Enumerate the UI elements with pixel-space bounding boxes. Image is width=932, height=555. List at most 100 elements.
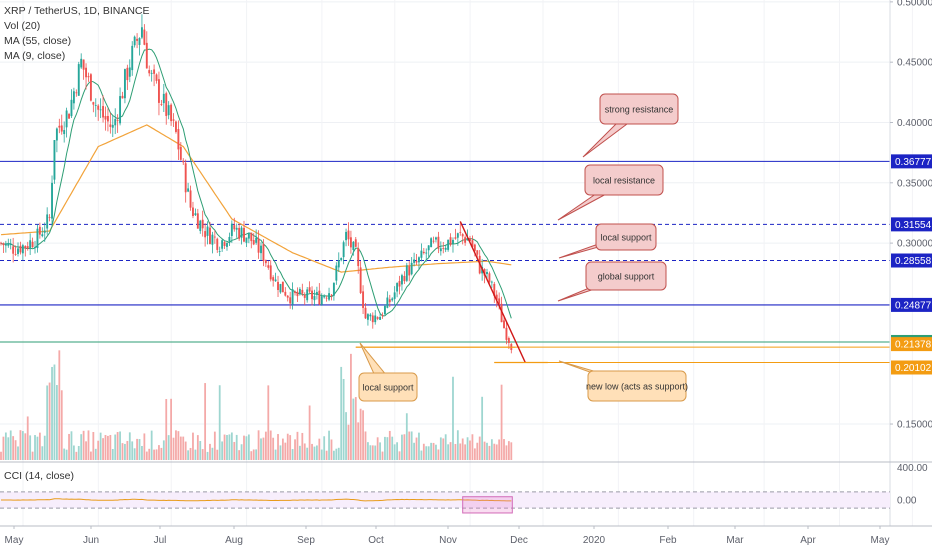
candle-body	[449, 237, 452, 245]
candle-body	[498, 298, 501, 304]
candle-body	[391, 298, 394, 301]
volume-bar	[303, 443, 306, 460]
candle-body	[286, 295, 289, 298]
volume-bar	[464, 444, 467, 460]
price-level-badge	[891, 217, 932, 232]
volume-bar	[167, 435, 170, 460]
candle-body	[284, 291, 287, 296]
candle-body	[87, 76, 90, 78]
volume-bar	[116, 432, 119, 460]
time-tick-label: 2020	[583, 535, 606, 546]
volume-bar	[160, 447, 163, 460]
price-level-badge	[891, 297, 932, 312]
volume-bar	[26, 416, 29, 460]
candle-body	[72, 91, 75, 104]
volume-bar	[461, 438, 464, 460]
callout-box	[587, 370, 687, 402]
candle-body	[337, 260, 340, 268]
candle-body	[2, 243, 5, 246]
volume-bar	[223, 434, 226, 460]
volume-bar	[418, 432, 420, 460]
volume-bar	[107, 435, 109, 460]
candle-body	[490, 281, 493, 283]
candle-body	[396, 283, 399, 292]
candle-body	[126, 67, 129, 81]
cci-tick-label: 400.00	[897, 463, 928, 474]
candle-body	[427, 245, 430, 251]
candle-body	[55, 128, 58, 141]
candle-body	[148, 70, 151, 74]
time-tick-label: May	[5, 535, 24, 546]
candle-body	[155, 74, 158, 81]
volume-bar	[347, 424, 350, 460]
volume-bar	[410, 431, 413, 460]
candle-body	[493, 283, 496, 297]
candle-body	[340, 257, 343, 261]
volume-bar	[48, 382, 51, 460]
volume-bar	[333, 450, 335, 460]
volume-bar	[330, 439, 333, 460]
candle-body	[75, 92, 78, 94]
volume-bar	[233, 441, 236, 460]
price-level-badge	[891, 253, 932, 268]
callout-box	[585, 261, 667, 291]
candle-body	[26, 246, 29, 249]
volume-bar	[126, 440, 129, 460]
volume-bar	[277, 434, 279, 460]
volume-bar	[19, 430, 22, 460]
volume-bar	[454, 443, 457, 460]
time-tick-label: Jun	[83, 535, 99, 546]
volume-bar	[155, 449, 158, 460]
candle-body	[349, 237, 352, 248]
candle-body	[60, 125, 63, 132]
candle-body	[162, 93, 165, 104]
volume-bar	[252, 449, 255, 460]
volume-bar	[99, 432, 102, 460]
candle-body	[488, 273, 491, 283]
candle-body	[320, 296, 323, 305]
volume-bar	[97, 440, 100, 460]
candle-body	[85, 67, 87, 78]
candle-body	[255, 237, 258, 243]
candle-body	[187, 188, 190, 192]
candle-body	[58, 125, 61, 128]
volume-bar	[77, 445, 80, 460]
volume-bar	[350, 353, 352, 460]
candle-body	[46, 214, 49, 229]
time-tick-label: Sep	[297, 535, 315, 546]
candle-body	[296, 291, 299, 297]
candle-body	[420, 250, 423, 258]
volume-bar	[469, 440, 471, 460]
volume-bar	[398, 451, 401, 460]
candle-body	[243, 227, 245, 242]
volume-bar	[216, 449, 219, 460]
volume-bar	[184, 441, 187, 460]
candle-body	[269, 265, 272, 280]
price-level-label: 0.20102	[895, 363, 932, 374]
volume-bar	[420, 450, 423, 460]
volume-bar	[374, 445, 377, 460]
candle-body	[12, 246, 15, 254]
volume-bar	[226, 435, 228, 460]
volume-bar	[38, 432, 41, 460]
candle-body	[376, 317, 379, 319]
candle-body	[172, 119, 175, 121]
candle-body	[114, 118, 117, 126]
candle-body	[226, 243, 228, 247]
candle-body	[128, 67, 131, 77]
price-level-label: 0.36777	[895, 157, 932, 168]
candle-body	[466, 238, 469, 241]
volume-bar	[213, 431, 216, 460]
price-tick-label: 0.50000	[897, 0, 932, 8]
volume-bar	[179, 436, 182, 460]
candle-body	[7, 243, 10, 246]
candle-body	[102, 106, 105, 118]
candle-body	[158, 79, 160, 103]
candle-body	[43, 230, 46, 233]
candle-body	[435, 237, 437, 240]
candle-body	[272, 277, 275, 281]
candle-body	[111, 124, 114, 128]
volume-bar	[141, 446, 143, 460]
candle-body	[31, 241, 34, 248]
volume-bar	[308, 405, 311, 460]
